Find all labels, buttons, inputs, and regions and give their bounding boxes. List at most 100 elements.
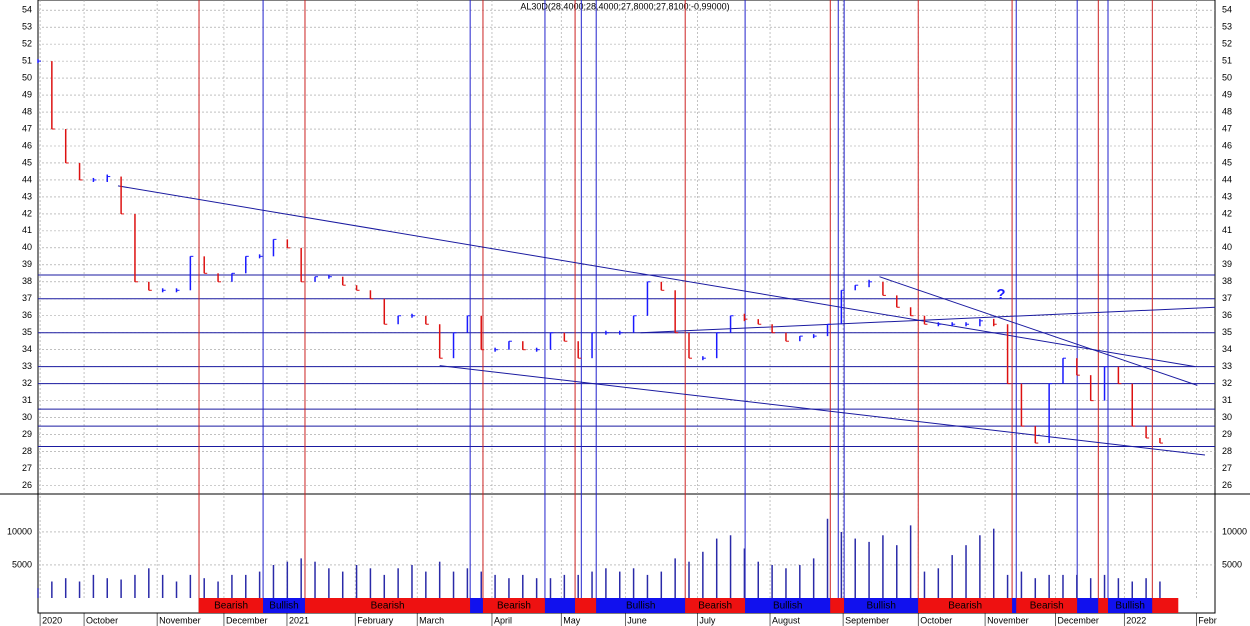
y-tick-label: 5000 (12, 559, 32, 569)
y-tick-label: 45 (22, 157, 32, 167)
y-tick-label: 39 (22, 259, 32, 269)
y-tick-label: 48 (22, 106, 32, 116)
y-tick-label: 28 (22, 446, 32, 456)
y-tick-label-right: 30 (1222, 412, 1232, 422)
signal-segment (685, 598, 746, 613)
y-tick-label-right: 27 (1222, 463, 1232, 473)
y-tick-label: 30 (22, 412, 32, 422)
y-tick-label: 40 (22, 242, 32, 252)
y-tick-label-right: 38 (1222, 276, 1232, 286)
y-tick-label-right: 42 (1222, 208, 1232, 218)
trend-line (117, 185, 1196, 368)
x-tick-label: 2020 (42, 615, 62, 625)
y-tick-label: 47 (22, 123, 32, 133)
signal-segment (1098, 598, 1108, 613)
y-tick-label-right: 45 (1222, 157, 1232, 167)
signal-label: Bullish (866, 601, 895, 612)
signal-segment (1016, 598, 1078, 613)
y-tick-label: 41 (22, 225, 32, 235)
signal-segment (1108, 598, 1153, 613)
x-tick-label: October (920, 615, 952, 625)
y-tick-label-right: 26 (1222, 480, 1232, 490)
y-tick-label: 33 (22, 361, 32, 371)
y-tick-label: 43 (22, 191, 32, 201)
y-tick-label-right: 5000 (1222, 559, 1242, 569)
x-tick-label: Febr (1198, 615, 1217, 625)
signal-label: Bullish (1115, 601, 1144, 612)
y-tick-label: 26 (22, 480, 32, 490)
y-tick-label: 10000 (7, 526, 32, 536)
y-tick-label: 35 (22, 327, 32, 337)
signal-segment (830, 598, 845, 613)
trend-line (640, 306, 1216, 334)
y-tick-label: 34 (22, 344, 32, 354)
y-tick-label: 44 (22, 174, 32, 184)
x-tick-label: June (627, 615, 647, 625)
y-tick-label: 42 (22, 208, 32, 218)
x-tick-label: February (357, 615, 394, 625)
y-tick-label-right: 32 (1222, 378, 1232, 388)
y-tick-label-right: 10000 (1222, 526, 1247, 536)
signal-label: Bearish (497, 601, 531, 612)
y-tick-label: 38 (22, 276, 32, 286)
x-tick-label: December (1057, 615, 1099, 625)
y-tick-label: 54 (22, 5, 32, 15)
signal-label: Bearish (1030, 601, 1064, 612)
y-tick-label-right: 34 (1222, 344, 1232, 354)
y-tick-label-right: 36 (1222, 310, 1232, 320)
y-tick-label: 29 (22, 429, 32, 439)
plot-frame (37, 0, 1216, 614)
y-tick-label-right: 43 (1222, 191, 1232, 201)
signal-label: Bullish (626, 601, 655, 612)
y-tick-label-right: 51 (1222, 55, 1232, 65)
y-tick-label-right: 35 (1222, 327, 1232, 337)
signal-segment (1152, 598, 1179, 613)
y-tick-label: 31 (22, 395, 32, 405)
x-tick-label: May (563, 615, 581, 625)
y-tick-label: 32 (22, 378, 32, 388)
signal-segment (544, 598, 576, 613)
signal-segment (1012, 598, 1017, 613)
y-tick-label-right: 47 (1222, 123, 1232, 133)
x-tick-label: August (772, 615, 801, 625)
signal-label: Bearish (948, 601, 982, 612)
signal-segment (470, 598, 483, 613)
y-tick-label: 46 (22, 140, 32, 150)
y-tick-label-right: 29 (1222, 429, 1232, 439)
y-tick-label: 53 (22, 22, 32, 32)
x-tick-label: November (987, 615, 1029, 625)
x-tick-label: December (226, 615, 268, 625)
y-tick-label-right: 46 (1222, 140, 1232, 150)
y-tick-label-right: 33 (1222, 361, 1232, 371)
x-tick-label: September (845, 615, 889, 625)
y-tick-label: 50 (22, 72, 32, 82)
y-tick-label-right: 37 (1222, 293, 1232, 303)
signal-label: Bullish (773, 601, 802, 612)
x-tick-label: October (86, 615, 118, 625)
y-tick-label-right: 44 (1222, 174, 1232, 184)
y-tick-label-right: 52 (1222, 39, 1232, 49)
y-tick-label: 51 (22, 55, 32, 65)
signal-segment (199, 598, 264, 613)
chart-title: AL30D(28,4000;28,4000;27,8000;27,8100;-0… (520, 1, 729, 11)
signal-segment (918, 598, 1013, 613)
signal-label: Bearish (214, 601, 248, 612)
y-tick-label: 27 (22, 463, 32, 473)
y-tick-label-right: 49 (1222, 89, 1232, 99)
y-tick-label: 49 (22, 89, 32, 99)
y-tick-label-right: 31 (1222, 395, 1232, 405)
trend-line (879, 276, 1198, 386)
x-tick-label: 2022 (1126, 615, 1146, 625)
x-tick-label: March (419, 615, 444, 625)
y-tick-label-right: 48 (1222, 106, 1232, 116)
y-tick-label-right: 28 (1222, 446, 1232, 456)
y-tick-label: 37 (22, 293, 32, 303)
x-tick-label: 2021 (289, 615, 309, 625)
y-tick-label-right: 54 (1222, 5, 1232, 15)
y-tick-label-right: 41 (1222, 225, 1232, 235)
x-tick-label: November (159, 615, 201, 625)
signal-segment (596, 598, 686, 613)
annotation: ? (996, 286, 1005, 303)
y-tick-label-right: 53 (1222, 22, 1232, 32)
